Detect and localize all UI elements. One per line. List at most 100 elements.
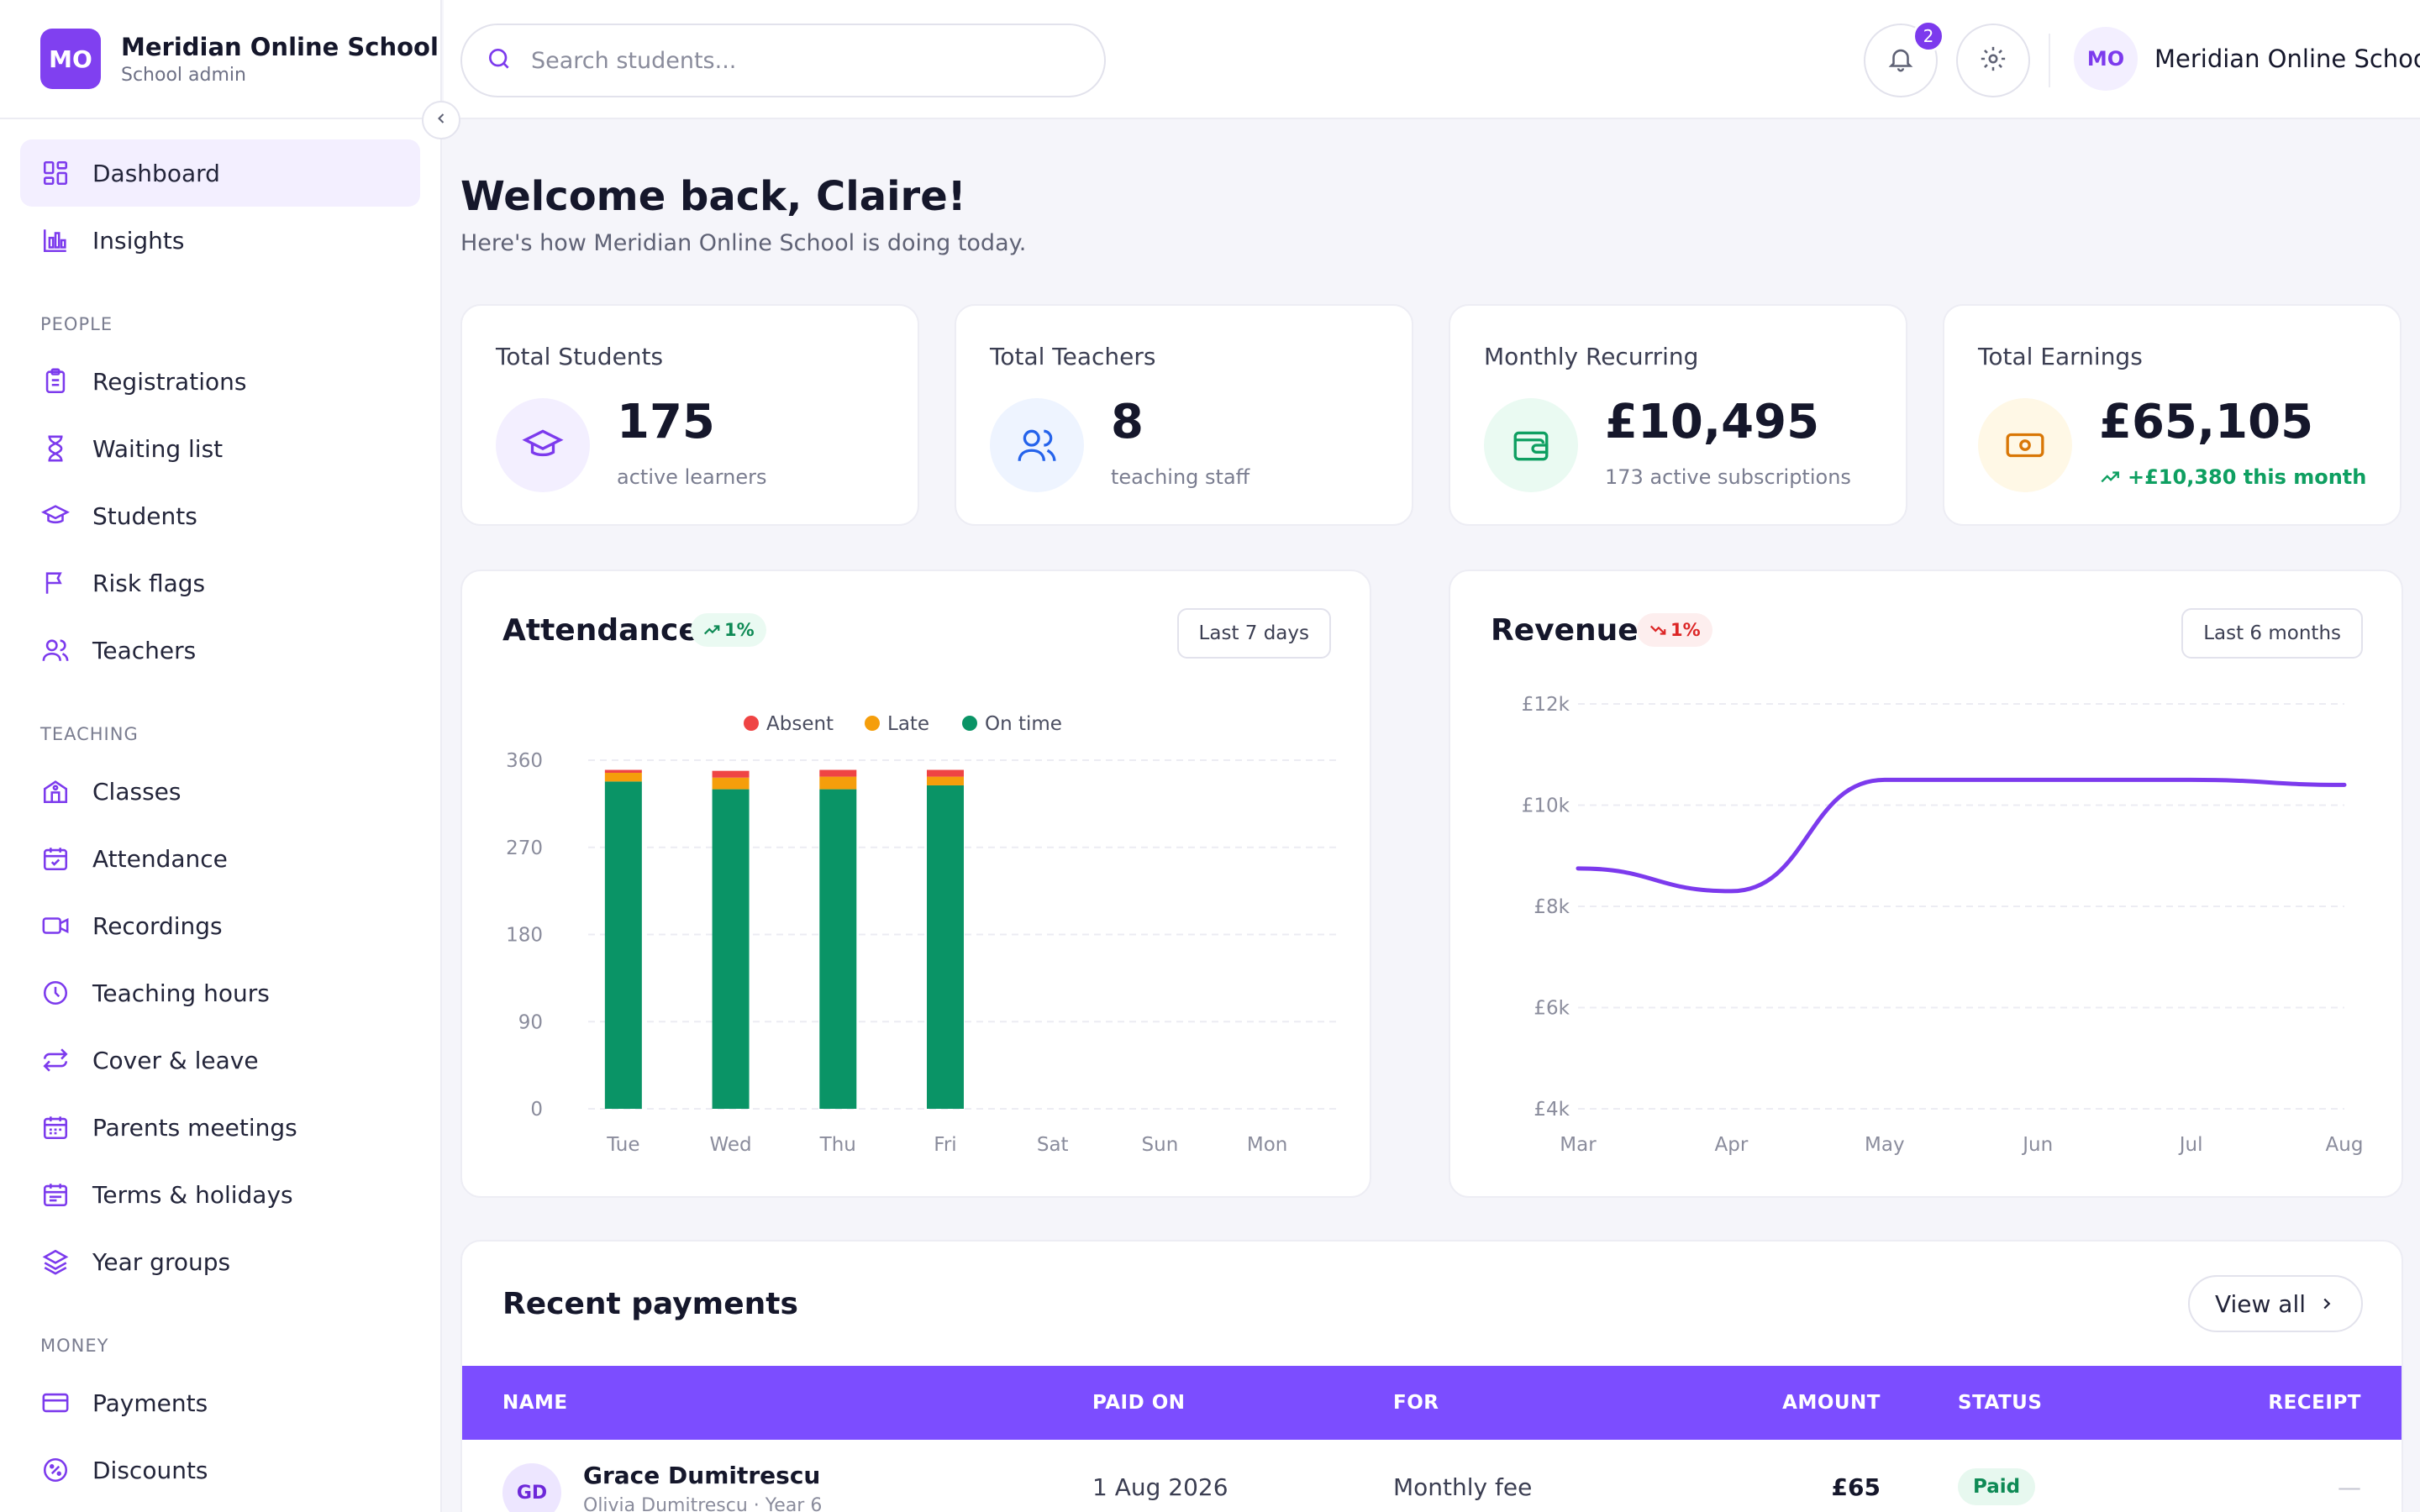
stat-card-total-earnings: Total Earnings £65,105 +£10,380 this mon…: [1943, 304, 2402, 526]
sidebar-item-parents-meetings[interactable]: Parents meetings: [20, 1094, 420, 1161]
x-tick-label: Wed: [709, 1134, 751, 1156]
trend-up-icon: [702, 621, 721, 639]
attendance-chart: Absent Late On time 0 90 180 270 360 Tue Wed Thu…: [506, 713, 1339, 1156]
user-profile-menu[interactable]: MO Meridian Online School: [2074, 27, 2420, 91]
attendance-trend-badge: 1%: [691, 613, 766, 647]
gear-icon: [1979, 45, 2007, 76]
y-tick-label: £8k: [1534, 896, 1570, 918]
payer-name: Grace Dumitrescu: [583, 1462, 821, 1489]
legend-dot-late: [865, 716, 880, 731]
view-all-label: View all: [2214, 1289, 2306, 1318]
sidebar-item-label: Dashboard: [92, 159, 220, 187]
sidebar-item-terms-holidays[interactable]: Terms & holidays: [20, 1161, 420, 1228]
stat-label: Total Teachers: [990, 343, 1156, 370]
hourglass-icon: [40, 433, 71, 464]
y-tick-label: £4k: [1534, 1099, 1570, 1121]
search-bar[interactable]: [460, 24, 1106, 97]
page-title: Welcome back, Claire!: [460, 173, 966, 220]
layers-icon: [40, 1247, 71, 1277]
x-tick-label: Apr: [1715, 1134, 1749, 1156]
bar-absent-thu: [819, 769, 857, 777]
table-row[interactable]: GD Grace Dumitrescu Olivia Dumitrescu · …: [462, 1440, 2402, 1512]
revenue-trend-badge: 1%: [1637, 613, 1712, 647]
grid-icon: [40, 158, 71, 188]
payer-detail: Olivia Dumitrescu · Year 6: [583, 1495, 823, 1512]
sidebar-item-discounts[interactable]: Discounts: [20, 1436, 420, 1504]
wallet-icon: [1484, 398, 1578, 492]
discount-icon: [40, 1455, 71, 1485]
sidebar-item-attendance[interactable]: Attendance: [20, 825, 420, 892]
sidebar-item-teachers[interactable]: Teachers: [20, 617, 420, 684]
nav-section-teaching: TEACHING: [40, 724, 139, 744]
bar-absent-tue: [604, 769, 642, 773]
cash-icon: [1978, 398, 2072, 492]
column-header-name[interactable]: NAME: [502, 1392, 568, 1414]
chevron-left-icon: [433, 110, 450, 130]
bar-chart-icon: [40, 225, 71, 255]
search-icon: [486, 45, 513, 76]
sidebar-item-label: Risk flags: [92, 569, 206, 597]
stat-value: £65,105: [2099, 395, 2314, 449]
brand-logo: MO: [40, 29, 101, 89]
column-header-paid-on[interactable]: PAID ON: [1092, 1392, 1186, 1414]
revenue-chart: £4k £6k £8k £10k £12k Mar Apr May Jun Jul Aug: [1522, 694, 2364, 1156]
settings-button[interactable]: [1956, 24, 2030, 97]
revenue-range-button[interactable]: Last 6 months: [2181, 608, 2363, 659]
sidebar-item-insights[interactable]: Insights: [20, 207, 420, 274]
notifications-button[interactable]: 2: [1864, 20, 1944, 97]
sidebar-item-year-groups[interactable]: Year groups: [20, 1228, 420, 1295]
graduation-cap-icon: [40, 501, 71, 531]
x-tick-label: Jul: [2178, 1134, 2203, 1156]
earnings-change: +£10,380 this month: [2128, 465, 2367, 489]
column-header-status[interactable]: STATUS: [1958, 1392, 2043, 1414]
sidebar-item-recordings[interactable]: Recordings: [20, 892, 420, 959]
receipt-link[interactable]: —: [2338, 1473, 2361, 1501]
stat-subtext: 173 active subscriptions: [1605, 465, 1851, 489]
column-header-amount[interactable]: AMOUNT: [1782, 1392, 1881, 1414]
collapse-sidebar-button[interactable]: [422, 101, 460, 139]
sidebar-item-classes[interactable]: Classes: [20, 758, 420, 825]
school-icon: [40, 776, 71, 806]
attendance-range-button[interactable]: Last 7 days: [1176, 608, 1331, 659]
sidebar-item-dashboard[interactable]: Dashboard: [20, 139, 420, 207]
sidebar-item-teaching-hours[interactable]: Teaching hours: [20, 959, 420, 1026]
sidebar-item-registrations[interactable]: Registrations: [20, 348, 420, 415]
sidebar-item-students[interactable]: Students: [20, 482, 420, 549]
sidebar-item-label: Registrations: [92, 367, 247, 396]
view-all-button[interactable]: View all: [2187, 1275, 2363, 1332]
search-input[interactable]: [531, 47, 1035, 74]
notification-count-badge: 2: [1912, 20, 1944, 52]
column-header-receipt[interactable]: RECEIPT: [2268, 1392, 2361, 1414]
bar-absent-fri: [927, 769, 964, 777]
swap-icon: [40, 1045, 71, 1075]
brand-name: Meridian Online School: [121, 32, 439, 61]
stat-value: £10,495: [1605, 395, 1820, 449]
stat-subtext: teaching staff: [1111, 465, 1250, 489]
sidebar-item-waiting-list[interactable]: Waiting list: [20, 415, 420, 482]
column-header-for[interactable]: FOR: [1393, 1392, 1439, 1414]
x-tick-label: Tue: [606, 1134, 639, 1156]
sidebar-item-cover-leave[interactable]: Cover & leave: [20, 1026, 420, 1094]
revenue-card: Revenue 1% Last 6 months £4k £6k £8k £10k £1…: [1449, 570, 2403, 1198]
bar-late-fri: [927, 776, 964, 785]
x-tick-label: Sun: [1142, 1134, 1179, 1156]
y-tick-label: 180: [506, 925, 543, 947]
stat-label: Total Students: [496, 343, 664, 370]
x-tick-label: Mon: [1247, 1134, 1288, 1156]
sidebar-item-payments[interactable]: Payments: [20, 1369, 420, 1436]
x-tick-label: Fri: [934, 1134, 956, 1156]
stat-value: 175: [617, 395, 715, 449]
users-icon: [40, 635, 71, 665]
sidebar-nav: Dashboard Insights PEOPLE Registrations …: [0, 119, 440, 1504]
sidebar-item-risk-flags[interactable]: Risk flags: [20, 549, 420, 617]
sidebar-item-label: Teaching hours: [92, 979, 270, 1007]
brand-role: School admin: [121, 64, 246, 86]
avatar: GD: [502, 1463, 561, 1512]
revenue-trend-value: 1%: [1670, 620, 1701, 640]
clipboard-icon: [40, 366, 71, 396]
attendance-card: Attendance 1% Last 7 days Absent Late On t…: [460, 570, 1371, 1198]
legend-dot-absent: [744, 716, 759, 731]
clock-icon: [40, 978, 71, 1008]
sidebar-item-label: Payments: [92, 1389, 208, 1417]
revenue-title: Revenue: [1491, 613, 1639, 648]
